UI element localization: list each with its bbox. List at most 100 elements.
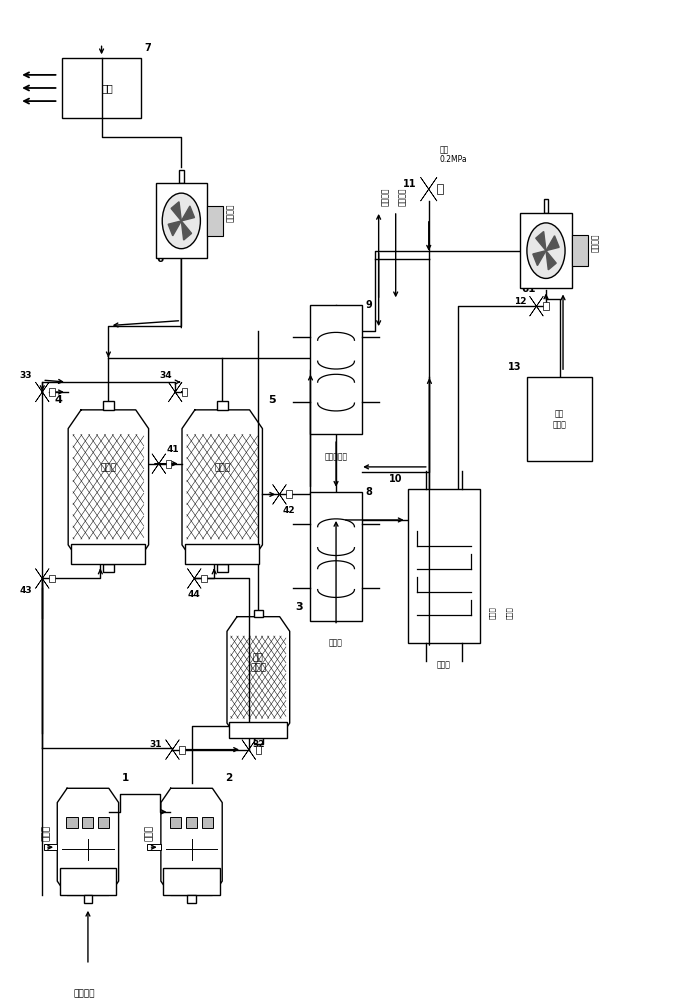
Text: 蒸汽排气: 蒸汽排气 [381, 188, 391, 206]
Circle shape [163, 193, 200, 249]
Bar [102, 401, 114, 410]
Bar [98, 817, 109, 828]
Text: 8: 8 [365, 487, 372, 497]
Text: 12: 12 [514, 297, 526, 306]
Polygon shape [529, 296, 543, 316]
Bar [59, 868, 116, 895]
Text: 41: 41 [167, 445, 180, 454]
Text: 吸附床: 吸附床 [100, 464, 116, 473]
Bar [185, 544, 260, 564]
Polygon shape [166, 740, 179, 760]
Text: 吸附床: 吸附床 [214, 464, 230, 473]
Bar [72, 544, 145, 564]
Text: 2: 2 [225, 773, 232, 783]
Text: 32: 32 [252, 740, 265, 749]
Bar [311, 305, 361, 434]
Bar [543, 302, 548, 310]
Text: 1: 1 [122, 773, 128, 783]
Bar [179, 746, 184, 754]
Polygon shape [181, 206, 195, 221]
Text: 蒸汽加热器: 蒸汽加热器 [324, 452, 348, 461]
Bar [156, 183, 207, 258]
Circle shape [527, 223, 565, 278]
Bar [437, 184, 443, 194]
Text: 44: 44 [188, 590, 201, 599]
Polygon shape [169, 382, 182, 402]
Polygon shape [171, 202, 181, 221]
Polygon shape [529, 296, 543, 316]
Text: 碱洗塔: 碱洗塔 [42, 825, 51, 841]
Bar [148, 844, 161, 850]
Bar [163, 868, 220, 895]
Text: 换热器: 换热器 [329, 638, 343, 647]
Bar [44, 844, 57, 850]
Bar [254, 610, 263, 617]
Text: 10: 10 [389, 474, 402, 484]
Polygon shape [273, 485, 286, 504]
Text: 31: 31 [150, 740, 163, 749]
Bar [229, 722, 287, 738]
Text: 有机废气: 有机废气 [74, 990, 96, 999]
Text: 吸附风机: 吸附风机 [226, 203, 235, 222]
Text: 9: 9 [365, 300, 372, 310]
Polygon shape [273, 485, 286, 504]
Bar [201, 575, 206, 582]
Bar [66, 817, 77, 828]
Text: 7: 7 [144, 43, 151, 53]
Bar [83, 895, 92, 903]
Text: 板换
冷却器: 板换 冷却器 [553, 410, 567, 429]
Text: 过滤
吸附机: 过滤 吸附机 [250, 653, 266, 672]
Bar [179, 170, 184, 183]
Polygon shape [36, 569, 49, 588]
Polygon shape [533, 251, 546, 266]
Polygon shape [227, 617, 290, 738]
Polygon shape [36, 382, 49, 402]
Text: 冷冻器: 冷冻器 [437, 661, 451, 670]
Polygon shape [36, 569, 49, 588]
Bar [217, 564, 228, 572]
Bar [286, 490, 292, 498]
Bar [254, 738, 263, 744]
Polygon shape [182, 410, 262, 564]
Polygon shape [57, 788, 119, 895]
Polygon shape [168, 221, 181, 236]
Bar [186, 817, 197, 828]
Text: 脱附风机: 脱附风机 [591, 233, 600, 252]
Polygon shape [152, 454, 166, 474]
Bar [166, 460, 171, 468]
Polygon shape [535, 232, 546, 251]
Polygon shape [421, 177, 437, 201]
Bar [62, 58, 141, 118]
Bar [83, 817, 94, 828]
Bar [49, 388, 55, 396]
Bar [187, 895, 196, 903]
Text: 3: 3 [295, 602, 303, 612]
Bar [49, 575, 55, 582]
Polygon shape [36, 382, 49, 402]
Bar [572, 235, 588, 266]
Text: 34: 34 [159, 371, 172, 380]
Polygon shape [181, 221, 191, 240]
Bar [170, 817, 181, 828]
Bar [527, 377, 592, 461]
Polygon shape [68, 410, 149, 564]
Text: 烟囱: 烟囱 [102, 83, 113, 93]
Polygon shape [169, 382, 182, 402]
Text: 冷水出: 冷水出 [489, 606, 496, 619]
Text: 6: 6 [156, 254, 164, 264]
Text: 4: 4 [55, 395, 63, 405]
Polygon shape [421, 177, 437, 201]
Polygon shape [242, 740, 255, 760]
Bar [217, 401, 228, 410]
Bar [544, 199, 548, 213]
Bar [182, 388, 187, 396]
Text: 高温蒸汽: 高温蒸汽 [398, 188, 408, 206]
Text: 水洗塔: 水洗塔 [145, 825, 154, 841]
Text: 33: 33 [20, 371, 32, 380]
Polygon shape [152, 454, 166, 474]
Text: 43: 43 [19, 586, 32, 595]
Text: 5: 5 [268, 395, 275, 405]
Bar [207, 206, 223, 236]
Bar [311, 492, 361, 621]
Text: 61: 61 [521, 284, 535, 294]
